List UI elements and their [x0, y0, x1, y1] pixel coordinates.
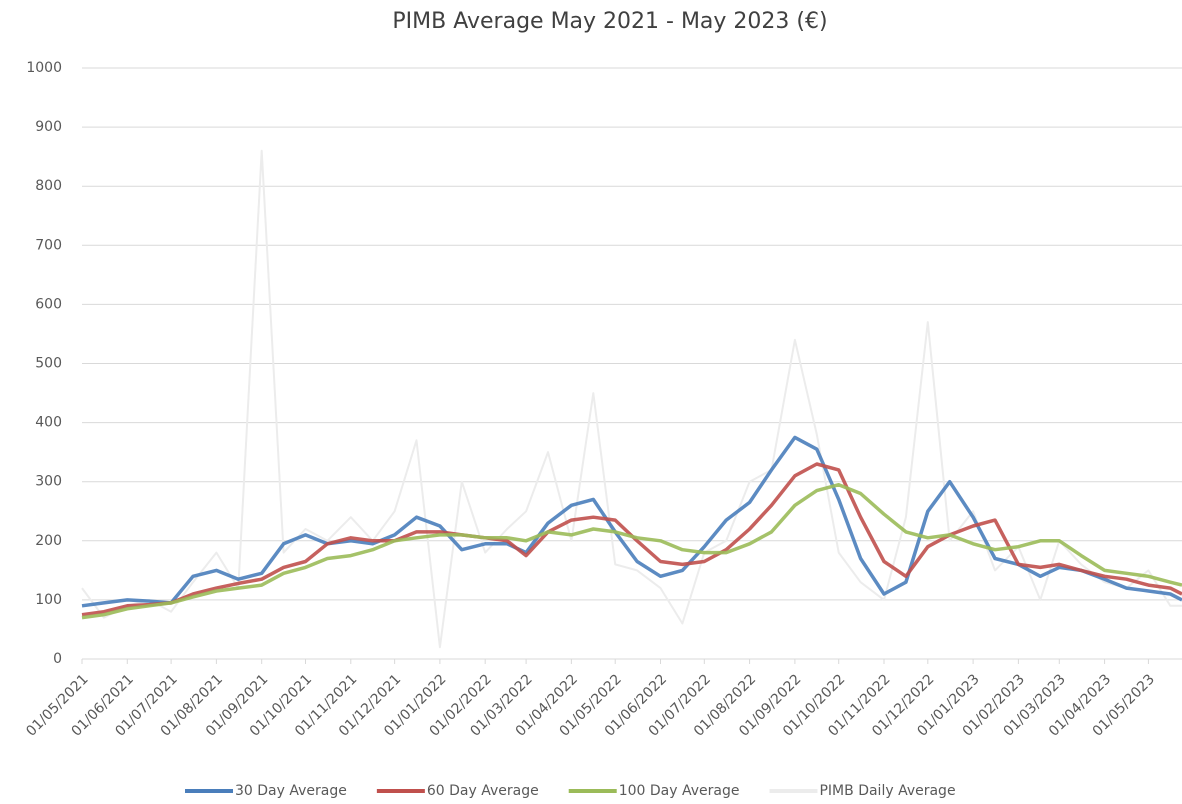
legend-label: 60 Day Average — [427, 783, 539, 799]
y-tick-label: 400 — [35, 415, 62, 431]
y-tick-label: 1000 — [26, 60, 62, 76]
y-tick-label: 300 — [35, 474, 62, 490]
series-line — [81, 435, 1182, 608]
y-tick-label: 100 — [35, 592, 62, 608]
series-line — [81, 462, 1182, 617]
legend-label: 30 Day Average — [235, 783, 347, 799]
legend-label: 100 Day Average — [619, 783, 740, 799]
y-tick-label: 0 — [53, 651, 62, 667]
series-line — [81, 482, 1182, 620]
y-tick-label: 600 — [35, 296, 62, 312]
y-tick-label: 800 — [35, 178, 62, 194]
chart-title: PIMB Average May 2021 - May 2023 (€) — [392, 9, 827, 34]
series-line — [81, 149, 1182, 649]
y-tick-label: 500 — [35, 356, 62, 372]
y-tick-label: 900 — [35, 119, 62, 135]
legend-label: PIMB Daily Average — [819, 783, 955, 799]
y-tick-label: 200 — [35, 533, 62, 549]
y-tick-label: 700 — [35, 237, 62, 253]
